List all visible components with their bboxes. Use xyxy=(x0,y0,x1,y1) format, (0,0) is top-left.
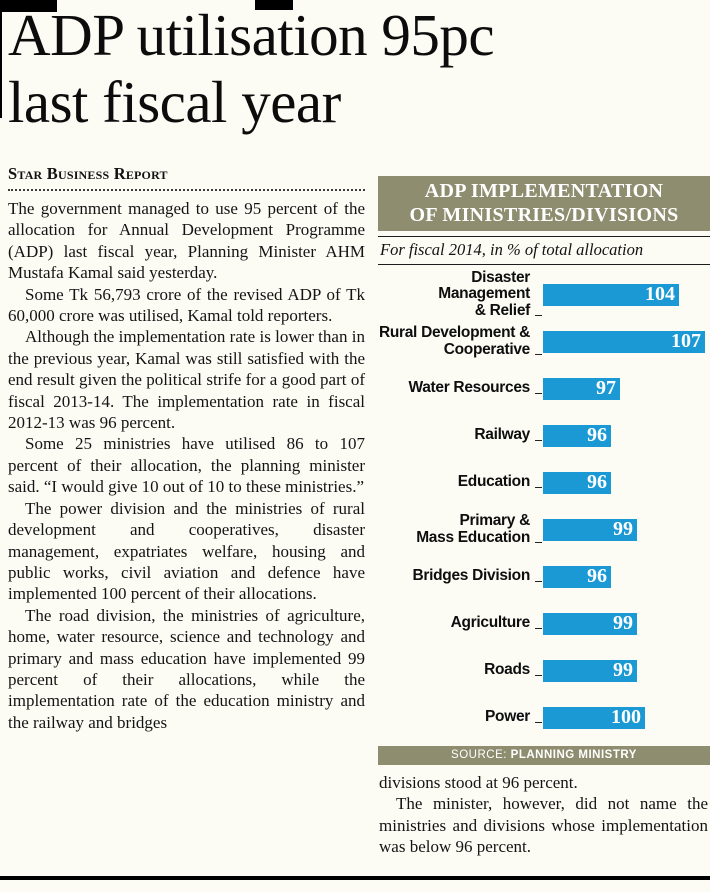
chart-row: Rural Development & Cooperative 107 xyxy=(378,318,710,365)
chart-category-label: Roads xyxy=(378,662,542,679)
chart-bar: 97 xyxy=(543,377,620,400)
chart-source-label: SOURCE: xyxy=(451,749,507,761)
byline: Star Business Report xyxy=(8,164,168,183)
chart-subtitle: For fiscal 2014, in % of total allocatio… xyxy=(378,236,710,265)
chart-category-label: Water Resources xyxy=(378,380,542,397)
chart-value-label: 96 xyxy=(587,565,607,587)
chart-row: Disaster Management & Relief 104 xyxy=(378,269,710,320)
chart-category-label: Railway xyxy=(378,427,542,444)
chart-value-label: 96 xyxy=(587,471,607,493)
chart-value-label: 97 xyxy=(596,377,616,399)
chart-bar-area: 104 xyxy=(543,283,710,306)
chart-category-label: Agriculture xyxy=(378,615,542,632)
article-continuation-column: divisions stood at 96 percent. The minist… xyxy=(379,772,708,858)
axis-tick xyxy=(535,354,542,355)
axis-tick xyxy=(535,439,542,441)
chart-bar: 96 xyxy=(543,471,611,494)
article-paragraph: The road division, the ministries of agr… xyxy=(8,605,365,732)
axis-tick xyxy=(535,486,542,488)
axis-tick xyxy=(535,580,542,582)
crop-mark-top-left xyxy=(0,0,57,12)
article-paragraph: Some 25 ministries have utilised 86 to 1… xyxy=(8,434,365,497)
chart-bar-area: 100 xyxy=(543,706,710,729)
axis-tick xyxy=(535,721,542,723)
chart-row: Agriculture 99 xyxy=(378,600,710,647)
chart-value-label: 99 xyxy=(613,612,633,634)
chart-title-line: OF MINISTRIES/DIVISIONS xyxy=(409,204,679,226)
chart-bar: 99 xyxy=(543,659,637,682)
headline-line: last fiscal year xyxy=(8,68,341,135)
chart-bar-area: 107 xyxy=(543,330,710,353)
chart-bar-area: 97 xyxy=(543,377,710,400)
chart-category-label: Power xyxy=(378,709,542,726)
chart-category-label: Education xyxy=(378,474,542,491)
article-body-column: Star Business Report The government mana… xyxy=(8,164,365,733)
chart-bar-area: 96 xyxy=(543,471,710,494)
axis-tick xyxy=(535,674,542,676)
headline-line: ADP utilisation 95pc xyxy=(8,2,495,68)
chart-row: Bridges Division 96 xyxy=(378,553,710,600)
axis-tick xyxy=(535,392,542,394)
dotted-divider xyxy=(8,188,365,191)
chart-value-label: 96 xyxy=(587,424,607,446)
chart-value-label: 104 xyxy=(645,283,675,305)
chart-bar: 100 xyxy=(543,706,645,729)
article-paragraph: divisions stood at 96 percent. xyxy=(379,773,578,792)
chart-row: Primary & Mass Education 99 xyxy=(378,506,710,553)
chart-source-name: PLANNING MINISTRY xyxy=(510,749,637,761)
article-paragraph: The government managed to use 95 percent… xyxy=(8,199,365,283)
chart-bar-area: 99 xyxy=(543,659,710,682)
chart-row: Roads 99 xyxy=(378,647,710,694)
chart-plot-area: Disaster Management & Relief 104 Rural Dev… xyxy=(378,269,710,741)
chart-bar: 96 xyxy=(543,424,611,447)
chart-bar: 96 xyxy=(543,565,611,588)
chart-value-label: 107 xyxy=(671,330,701,352)
article-paragraphs: The government managed to use 95 percent… xyxy=(8,198,365,733)
chart-value-label: 99 xyxy=(613,518,633,540)
chart-bar-area: 96 xyxy=(543,565,710,588)
chart-source-bar: SOURCE: PLANNING MINISTRY xyxy=(378,746,710,765)
chart-category-label: Rural Development & Cooperative xyxy=(378,324,542,358)
article-paragraph: Although the implementation rate is lowe… xyxy=(8,327,365,433)
chart-bar-area: 99 xyxy=(543,518,710,541)
chart-category-label: Bridges Division xyxy=(378,568,542,585)
chart-row: Education 96 xyxy=(378,459,710,506)
chart-bar: 104 xyxy=(543,283,679,306)
chart-row: Railway 96 xyxy=(378,412,710,459)
axis-tick xyxy=(535,627,542,629)
crop-mark-left-edge xyxy=(0,0,2,118)
chart-value-label: 100 xyxy=(611,706,641,728)
chart-category-label: Primary & Mass Education xyxy=(378,512,542,546)
chart-bar-area: 99 xyxy=(543,612,710,635)
article-paragraph: The minister, however, did not name the … xyxy=(379,794,708,857)
chart-bar: 107 xyxy=(543,330,705,353)
axis-tick xyxy=(535,315,542,317)
chart-bar: 99 xyxy=(543,612,637,635)
crop-mark-top-center xyxy=(255,0,293,10)
chart-title-banner: ADP IMPLEMENTATION OF MINISTRIES/DIVISIO… xyxy=(378,176,710,231)
article-paragraph: Some Tk 56,793 crore of the revised ADP … xyxy=(8,284,365,326)
bottom-rule xyxy=(0,876,710,880)
chart-bar-area: 96 xyxy=(543,424,710,447)
chart-bar: 99 xyxy=(543,518,637,541)
chart-title-line: ADP IMPLEMENTATION xyxy=(424,180,664,202)
chart-category-label: Disaster Management & Relief xyxy=(378,269,542,320)
adp-implementation-chart: ADP IMPLEMENTATION OF MINISTRIES/DIVISIO… xyxy=(378,176,710,765)
article-paragraph: The power division and the ministries of… xyxy=(8,498,365,604)
chart-row: Water Resources 97 xyxy=(378,365,710,412)
article-headline: ADP utilisation 95pc last fiscal year xyxy=(8,2,702,135)
chart-row: Power 100 xyxy=(378,694,710,741)
chart-value-label: 99 xyxy=(613,659,633,681)
axis-tick xyxy=(535,542,542,543)
